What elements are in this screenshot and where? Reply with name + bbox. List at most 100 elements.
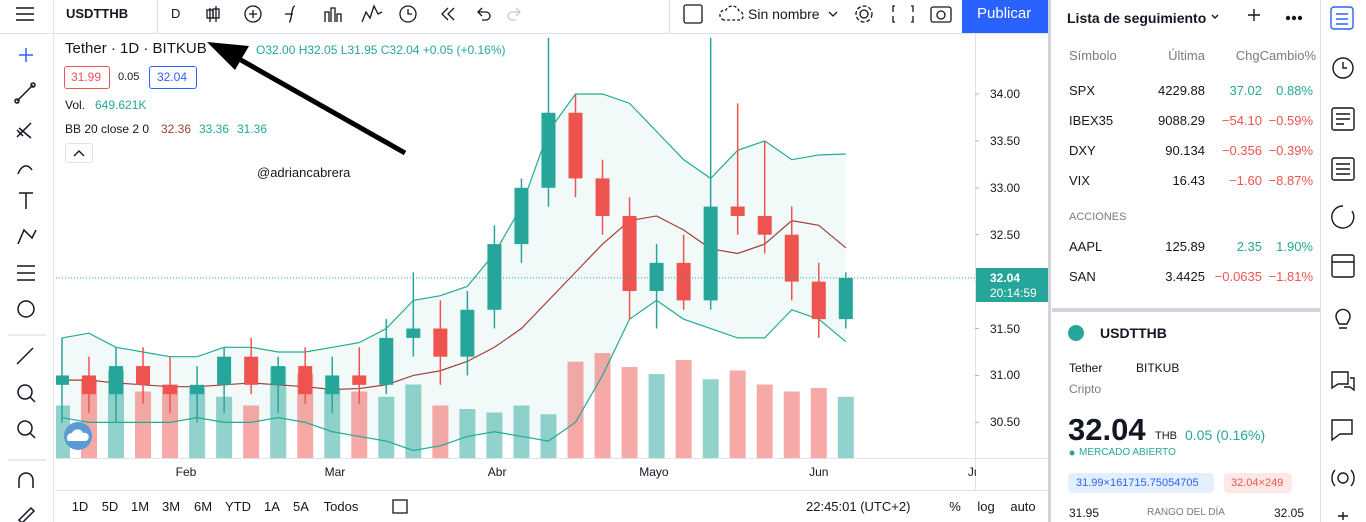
left-tools (8, 7, 46, 522)
bb-label: BB 20 close 2 0 (65, 122, 150, 136)
collapse-button[interactable] (65, 143, 93, 163)
volume-bar (648, 374, 665, 458)
detail-exchange: BITKUB (1136, 361, 1180, 375)
x-tick-label: Mar (324, 465, 346, 479)
volume-bar (216, 396, 233, 458)
row-change: 37.02 (1229, 83, 1262, 98)
detail-low: 31.95 (1069, 506, 1100, 520)
candle-body (190, 384, 205, 395)
candle-body (460, 309, 475, 357)
bid-box (64, 66, 110, 89)
publish-label[interactable]: Publicar (977, 5, 1032, 22)
scale-button[interactable]: log (977, 499, 995, 514)
volume-bar (135, 391, 152, 458)
volume-bar (513, 405, 530, 458)
volume-bar (297, 374, 314, 458)
legend-title: Tether · 1D · BITKUB (65, 40, 207, 57)
volume-bar (432, 405, 449, 458)
row-symbol[interactable]: SPX (1069, 83, 1096, 98)
detail-ask: 32.04×249 (1231, 477, 1284, 489)
y-tick-label: 33.50 (990, 133, 1021, 148)
bid-pill (1068, 473, 1214, 493)
candle-body (622, 215, 637, 292)
bb-fill (61, 93, 846, 451)
symbol-button[interactable]: USDTTHB (66, 6, 129, 21)
clock: 22:45:01 (UTC+2) (806, 499, 911, 514)
column-header: Símbolo (1069, 48, 1117, 63)
range-button[interactable]: 3M (161, 499, 181, 514)
row-symbol[interactable]: IBEX35 (1069, 113, 1114, 128)
candle-body (703, 206, 718, 301)
row-symbol[interactable]: VIX (1069, 173, 1090, 188)
range-button[interactable]: 5D (101, 499, 119, 514)
row-change-pct: −0.39% (1268, 143, 1313, 158)
bid: 31.99 (71, 70, 102, 84)
detail-change: 0.05 (0.16%) (1185, 427, 1266, 443)
volume-value: 649.621K (95, 98, 147, 112)
plot (56, 37, 854, 458)
row-change: 2.35 (1236, 239, 1262, 254)
y-tick-label: 33.00 (990, 180, 1021, 195)
volume-bar (621, 367, 638, 458)
candle-body (568, 112, 583, 179)
row-change: −1.60 (1229, 173, 1262, 188)
detail-bid: 31.99×161715.75054705 (1076, 477, 1199, 489)
row-change: −54.10 (1221, 113, 1262, 128)
row-symbol[interactable]: DXY (1069, 143, 1096, 158)
volume-bar (486, 412, 503, 458)
range-button[interactable]: 6M (193, 499, 213, 514)
scale-button[interactable]: auto (1010, 499, 1036, 514)
ask-box (149, 66, 197, 89)
candle-body (136, 366, 151, 385)
volume-bar (351, 391, 368, 458)
volume-bar (189, 388, 206, 458)
side-icons (1330, 6, 1355, 520)
layout-name[interactable]: Sin nombre (748, 6, 820, 22)
volume-bar (810, 388, 827, 458)
row-change: −0.356 (1221, 143, 1262, 158)
range-button[interactable]: 1M (130, 499, 150, 514)
candle-body (514, 187, 529, 245)
y-tick-label: 31.50 (990, 321, 1021, 336)
y-tick-label: 30.50 (990, 415, 1021, 430)
range-button[interactable]: 5A (293, 499, 309, 514)
row-symbol[interactable]: AAPL (1069, 239, 1103, 254)
x-tick-label: Mayo (639, 465, 669, 479)
last-price-label: 32.04 (990, 270, 1021, 285)
candle-body (649, 262, 664, 292)
countdown-label: 20:14:59 (990, 285, 1037, 300)
watch-icons (1068, 9, 1303, 341)
volume-bar (729, 370, 746, 458)
candle-body (676, 262, 691, 301)
calendar-icon (392, 499, 408, 514)
candle-body (244, 356, 259, 385)
volume-bar (540, 414, 557, 458)
bb-mid-value: 32.36 (161, 122, 192, 136)
section-label: ACCIONES (1069, 211, 1127, 223)
publish-button[interactable] (962, 0, 1048, 33)
scale-button[interactable]: % (949, 499, 961, 514)
range-button[interactable]: YTD (225, 499, 251, 514)
candle-body (487, 244, 502, 310)
candle-body (298, 366, 313, 395)
row-symbol[interactable]: SAN (1069, 269, 1096, 284)
candle-body (595, 178, 610, 216)
row-change-pct: −1.81% (1268, 269, 1313, 284)
row-last: 9088.29 (1158, 113, 1205, 128)
row-last: 4229.88 (1158, 83, 1205, 98)
range-button[interactable]: 1D (71, 499, 89, 514)
bb-upper-value: 33.36 (199, 122, 230, 136)
ask-pill (1224, 473, 1292, 493)
range-button[interactable]: Todos (323, 499, 359, 514)
volume-bar (783, 391, 800, 458)
volume-bar (594, 353, 611, 458)
row-last: 90.134 (1165, 143, 1205, 158)
detail-high: 32.05 (1273, 506, 1304, 520)
range-button[interactable]: 1A (264, 499, 280, 514)
candle-body (379, 337, 394, 385)
candle-body (784, 234, 799, 282)
detail-status: MERCADO ABIERTO (1079, 447, 1176, 458)
candle-body (433, 328, 448, 357)
interval-button[interactable]: D (171, 6, 181, 21)
